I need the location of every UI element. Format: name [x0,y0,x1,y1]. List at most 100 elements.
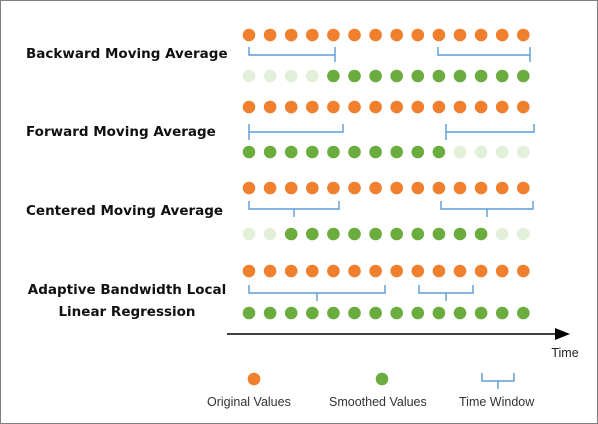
row-label-backward-moving-average: Backward Moving Average [26,46,228,62]
original-value-dot [474,181,488,195]
smoothed-value-dot [348,69,361,83]
original-value-dot [348,264,361,278]
original-value-dot [369,28,382,42]
original-value-dot [242,181,256,195]
original-value-dot [306,28,319,42]
original-value-dot [284,28,298,42]
original-value-dot [432,264,446,278]
original-value-dot [369,181,382,195]
original-value-dot [327,264,340,278]
original-value-dot [263,181,277,195]
original-value-dot [453,28,467,42]
smoothed-value-dot [284,227,298,241]
smoothed-value-dot [263,145,277,159]
smoothed-value-dot [411,227,425,241]
original-value-dot [242,100,256,114]
time-window-bracket [248,285,386,301]
original-value-dot [517,28,530,42]
empty-smoothed-dot [306,69,319,83]
original-value-dot [495,264,509,278]
legend-smoothed-label: Smoothed Values [329,395,427,409]
original-value-dot [306,181,319,195]
time-window-bracket [418,285,474,301]
smoothed-value-dot [390,69,404,83]
original-value-dot [348,181,361,195]
time-window-bracket [248,124,344,140]
smoothed-value-dot [242,306,256,320]
smoothed-value-dot [306,145,319,159]
time-axis-label: Time [551,346,578,360]
original-value-dot [390,181,404,195]
original-value-dot [517,264,530,278]
original-value-dot [411,264,425,278]
empty-smoothed-dot [284,69,298,83]
original-value-dot [306,264,319,278]
empty-smoothed-dot [474,145,488,159]
time-window-bracket [248,47,336,62]
smoothed-value-dot [306,306,319,320]
smoothed-value-dot [348,145,361,159]
original-value-dot [284,264,298,278]
smoothed-value-dot [411,69,425,83]
original-value-dot [432,28,446,42]
original-value-dot [474,100,488,114]
original-value-dot [495,100,509,114]
empty-smoothed-dot [495,145,509,159]
empty-smoothed-dot [242,227,256,241]
original-value-dot [348,100,361,114]
original-value-dot [242,28,256,42]
smoothed-value-dot [517,306,530,320]
original-value-dot [284,100,298,114]
row-label-adaptive-bandwidth: Adaptive Bandwidth Local Linear Regressi… [17,279,237,323]
rows-layer [242,28,530,320]
smoothed-value-dot [348,306,361,320]
original-value-dot [242,264,256,278]
row-label-forward-moving-average: Forward Moving Average [26,124,216,140]
smoothed-value-dot [327,69,340,83]
original-value-dot [474,28,488,42]
smoothed-value-dot [474,69,488,83]
original-value-dot [369,100,382,114]
original-value-dot [453,100,467,114]
row-label-centered-moving-average: Centered Moving Average [26,203,224,219]
smoothed-value-dot [369,306,382,320]
empty-smoothed-dot [453,145,467,159]
legend-original-dot [247,372,261,386]
original-value-dot [517,181,530,195]
empty-smoothed-dot [517,227,530,241]
smoothed-value-dot [390,145,404,159]
legend-time-window-bracket [481,373,515,389]
smoothed-value-dot [474,306,488,320]
empty-smoothed-dot [495,227,509,241]
original-value-dot [348,28,361,42]
time-window-bracket [437,47,531,62]
original-value-dot [453,264,467,278]
smoothed-value-dot [453,306,467,320]
original-value-dot [411,181,425,195]
smoothed-value-dot [453,227,467,241]
smoothed-value-dot [242,145,256,159]
brackets-layer [248,47,535,301]
row-label-adaptive-line-1: Adaptive Bandwidth Local [27,282,227,298]
original-value-dot [453,181,467,195]
smoothed-value-dot [432,306,446,320]
empty-smoothed-dot [263,227,277,241]
smoothed-value-dot [284,145,298,159]
smoothed-value-dot [390,227,404,241]
time-window-bracket [440,201,534,217]
empty-smoothed-dot [263,69,277,83]
smoothed-value-dot [284,306,298,320]
smoothed-value-dot [495,306,509,320]
smoothed-value-dot [432,145,446,159]
smoothed-value-dot [453,69,467,83]
smoothed-value-dot [432,227,446,241]
smoothed-value-dot [411,145,425,159]
smoothed-value-dot [517,69,530,83]
smoothed-value-dot [327,306,340,320]
smoothed-value-dot [369,69,382,83]
original-value-dot [432,100,446,114]
smoothed-value-dot [369,145,382,159]
original-value-dot [327,100,340,114]
